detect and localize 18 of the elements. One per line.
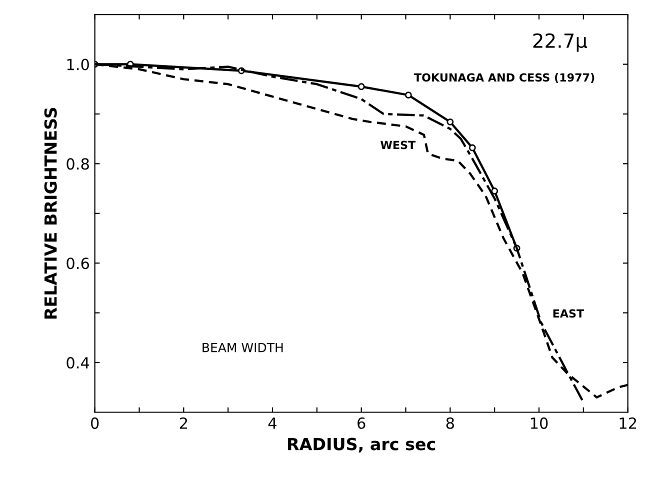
- series-label: WEST: [380, 140, 416, 150]
- x-tick-label: 10: [530, 417, 548, 429]
- x-tick-label: 8: [446, 417, 454, 429]
- y-tick-label: 0.4: [66, 357, 90, 369]
- annotation: 22.7μ: [533, 33, 588, 52]
- x-tick-label: 2: [180, 417, 187, 429]
- y-tick-label: 0.8: [66, 158, 89, 170]
- x-tick-label: 6: [358, 417, 366, 429]
- series-label: TOKUNAGA AND CESS (1977): [414, 73, 594, 83]
- x-tick-label: 0: [90, 417, 99, 429]
- y-tick-label: 1.0: [67, 58, 89, 70]
- series-label: EAST: [553, 309, 584, 318]
- y-tick-label: 0.6: [66, 258, 90, 270]
- x-tick-label: 12: [620, 417, 636, 429]
- annotation: BEAM WIDTH: [202, 342, 283, 352]
- x-axis-title: RADIUS, arc sec: [288, 438, 436, 452]
- y-axis-title: RELATIVE BRIGHTNESS: [44, 108, 57, 319]
- x-tick-label: 4: [268, 418, 277, 429]
